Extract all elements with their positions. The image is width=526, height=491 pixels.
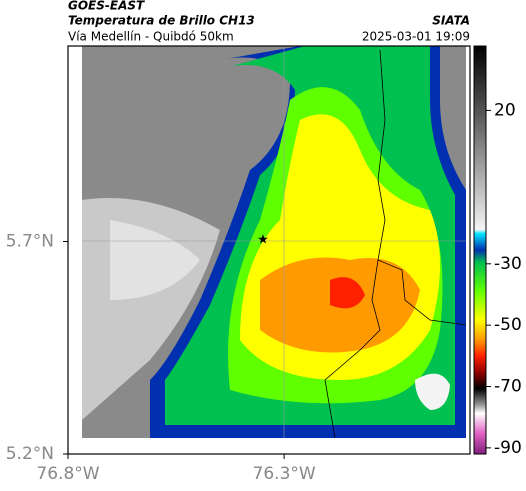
y-tick-label: 5.7°N — [6, 232, 54, 252]
x-tick-label: 76.8°W — [36, 464, 99, 484]
y-tick-label: 5.2°N — [6, 444, 54, 464]
satellite-name: GOES-EAST — [68, 0, 145, 13]
x-tick-label: 76.3°W — [253, 464, 316, 484]
station-marker: ★ — [257, 233, 269, 248]
timestamp: 2025-03-01 19:09 — [362, 30, 470, 44]
product-title: Temperatura de Brillo CH13 — [68, 14, 255, 28]
colorbar-tick-label: -90 — [494, 438, 522, 458]
route-label: Vía Medellín - Quibdó 50km — [68, 30, 234, 44]
agency: SIATA — [432, 14, 470, 28]
map-frame — [67, 45, 471, 455]
colorbar — [473, 45, 487, 455]
map-imagery: ★ — [82, 46, 466, 438]
colorbar-tick-label: -70 — [494, 377, 522, 397]
colorbar-tick-label: -50 — [494, 315, 522, 335]
axes: 76.8°W 76.3°W 5.7°N 5.2°N 20 -30 -50 -70 -90 — [6, 100, 522, 484]
colorbar-tick-label: -30 — [494, 254, 522, 274]
colorbar-tick-label: 20 — [494, 100, 516, 120]
